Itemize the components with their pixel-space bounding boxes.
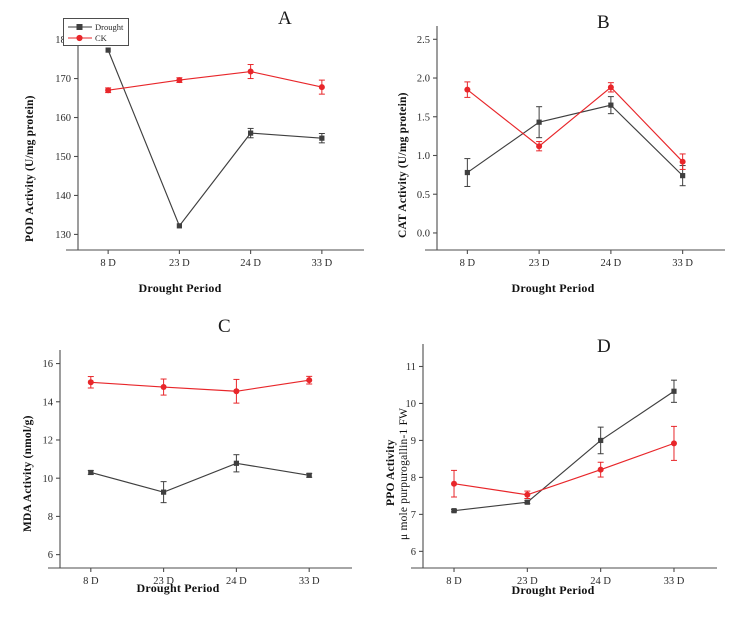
legend-row-ck: CK [67,32,123,43]
svg-text:7: 7 [411,510,416,521]
plot-area-c: 6 8 10 12 14 16 8 D 23 D 24 D 33 D [43,350,352,587]
svg-text:1.5: 1.5 [417,112,430,123]
svg-text:23 D: 23 D [529,258,550,269]
svg-text:33 D: 33 D [664,576,685,587]
svg-text:8 D: 8 D [460,258,476,269]
svg-text:14: 14 [43,397,54,408]
legend-label-drought: Drought [95,21,124,32]
plot-area-b: 0.0 0.5 1.0 1.5 2.0 2.5 8 D 23 D 24 D 33 D [417,26,725,269]
svg-text:24 D: 24 D [240,258,261,269]
svg-text:6: 6 [48,550,53,561]
panel-letter-a: A [278,8,292,29]
svg-text:12: 12 [43,436,54,447]
x-axis-title-b: Drought Period [511,281,595,295]
svg-text:10: 10 [406,399,417,410]
svg-text:33 D: 33 D [672,258,693,269]
svg-text:11: 11 [406,362,416,373]
svg-text:10: 10 [43,474,54,485]
plot-area-d: 6 7 8 9 10 11 8 D 23 D 24 D 33 D [406,344,717,587]
chart-panel-d: D PPO Activity μ mole purpurogallin-1 FW… [375,310,749,619]
legend-a: Drought CK [63,18,130,46]
svg-text:23 D: 23 D [153,576,174,587]
svg-text:2.0: 2.0 [417,74,430,85]
svg-text:8 D: 8 D [100,258,116,269]
x-axis-title-c: Drought Period [136,581,220,595]
x-axis-title-d: Drought Period [511,583,595,597]
svg-text:23 D: 23 D [517,576,538,587]
plot-area-a: 1301401501601701808 D23 D24 D33 D [55,20,364,269]
svg-text:160: 160 [55,113,71,124]
svg-text:33 D: 33 D [299,576,320,587]
svg-text:24 D: 24 D [590,576,611,587]
svg-text:16: 16 [43,359,54,370]
legend-marker-ck-icon [68,34,92,41]
chart-panel-b: B CAT Activity (U/mg protein) 0.0 0.5 1.0 1… [375,0,749,309]
x-axis-title-a: Drought Period [138,281,222,295]
svg-text:170: 170 [55,74,71,85]
chart-panel-a: A POD Activity (U/mg protein) 130 140 150 1… [0,0,374,309]
panel-letter-d: D [597,336,611,357]
svg-text:9: 9 [411,436,416,447]
panel-letter-b: B [597,12,610,33]
svg-text:24 D: 24 D [601,258,622,269]
chart-panel-c: C MDA Activity (nmol/g) 6 8 10 12 14 16 8 D 23 … [0,310,374,619]
svg-text:8 D: 8 D [446,576,462,587]
legend-label-ck: CK [95,32,107,43]
svg-text:8: 8 [48,512,53,523]
svg-text:1.0: 1.0 [417,151,430,162]
legend-row-drought: Drought [67,21,123,32]
panel-letter-c: C [218,316,231,337]
svg-text:8 D: 8 D [83,576,99,587]
svg-text:0.5: 0.5 [417,190,430,201]
svg-text:23 D: 23 D [169,258,190,269]
svg-text:8: 8 [411,473,416,484]
svg-text:130: 130 [55,230,71,241]
svg-text:2.5: 2.5 [417,35,430,46]
svg-text:6: 6 [411,547,416,558]
svg-text:33 D: 33 D [312,258,333,269]
svg-text:150: 150 [55,152,71,163]
svg-text:24 D: 24 D [226,576,247,587]
svg-text:140: 140 [55,191,71,202]
legend-marker-drought-icon [68,23,92,30]
svg-text:0.0: 0.0 [417,229,430,240]
